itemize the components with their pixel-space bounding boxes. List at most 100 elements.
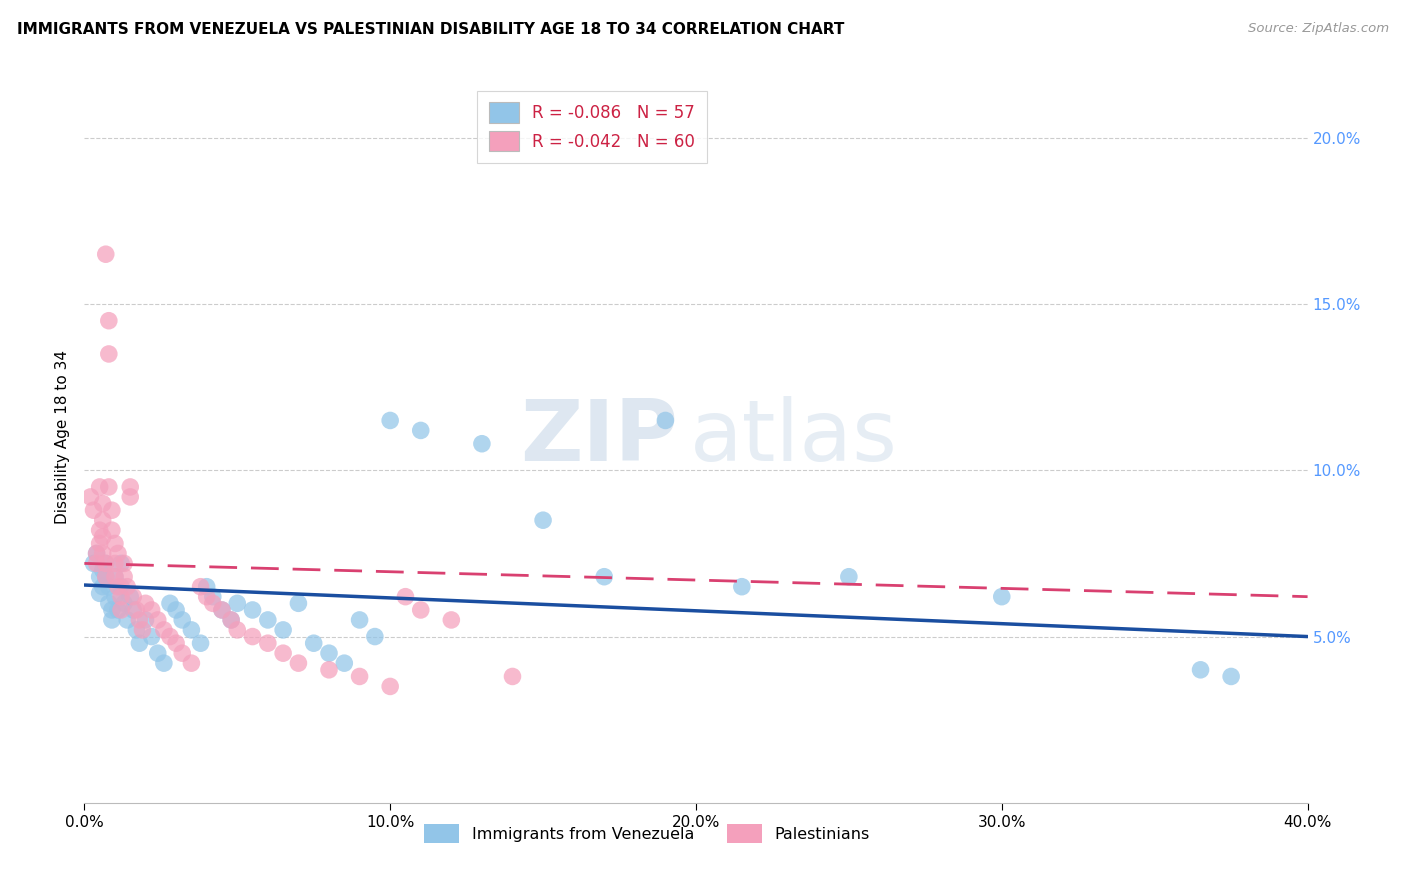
Point [502, 669, 524, 683]
Point [91, 563, 114, 577]
Point [201, 596, 224, 610]
Point [165, 636, 187, 650]
Point [104, 557, 127, 571]
Point [257, 636, 280, 650]
Point [141, 603, 163, 617]
Point [110, 557, 132, 571]
Point [97, 480, 120, 494]
Point [180, 623, 202, 637]
Point [120, 480, 142, 494]
Point [190, 580, 212, 594]
Point [153, 656, 176, 670]
Point [318, 663, 340, 677]
Point [79, 490, 101, 504]
Point [226, 596, 249, 610]
Point [1220, 669, 1243, 683]
Point [731, 580, 754, 594]
Point [380, 413, 402, 427]
Text: Source: ZipAtlas.com: Source: ZipAtlas.com [1249, 22, 1389, 36]
Text: ZIP: ZIP [520, 395, 678, 479]
Point [101, 613, 124, 627]
Point [271, 623, 294, 637]
Point [380, 680, 402, 694]
Point [180, 656, 202, 670]
Point [110, 580, 132, 594]
Point [104, 536, 127, 550]
Point [190, 636, 212, 650]
Point [94, 557, 117, 571]
Point [146, 646, 169, 660]
Point [409, 603, 432, 617]
Point [195, 590, 218, 604]
Point [101, 603, 124, 617]
Point [107, 546, 129, 560]
Point [271, 646, 294, 660]
Point [104, 590, 127, 604]
Point [101, 503, 124, 517]
Point [89, 570, 111, 584]
Point [128, 636, 150, 650]
Point [287, 656, 309, 670]
Point [89, 480, 111, 494]
Point [122, 603, 145, 617]
Point [165, 603, 187, 617]
Point [112, 570, 135, 584]
Point [112, 596, 135, 610]
Point [226, 623, 249, 637]
Text: IMMIGRANTS FROM VENEZUELA VS PALESTINIAN DISABILITY AGE 18 TO 34 CORRELATION CHA: IMMIGRANTS FROM VENEZUELA VS PALESTINIAN… [17, 22, 844, 37]
Point [838, 570, 860, 584]
Point [91, 580, 114, 594]
Point [135, 596, 157, 610]
Point [104, 570, 127, 584]
Point [593, 570, 616, 584]
Point [153, 623, 176, 637]
Point [120, 590, 142, 604]
Point [91, 513, 114, 527]
Point [409, 424, 432, 438]
Point [94, 570, 117, 584]
Point [122, 590, 145, 604]
Point [89, 536, 111, 550]
Point [135, 613, 157, 627]
Point [211, 603, 233, 617]
Point [440, 613, 463, 627]
Point [242, 603, 264, 617]
Point [195, 580, 218, 594]
Point [94, 557, 117, 571]
Point [97, 347, 120, 361]
Point [101, 523, 124, 537]
Point [110, 603, 132, 617]
Point [219, 613, 242, 627]
Point [146, 613, 169, 627]
Point [91, 530, 114, 544]
Point [115, 580, 138, 594]
Point [349, 613, 371, 627]
Point [211, 603, 233, 617]
Point [531, 513, 554, 527]
Point [131, 623, 153, 637]
Point [172, 646, 194, 660]
Point [94, 247, 117, 261]
Point [89, 523, 111, 537]
Point [89, 586, 111, 600]
Point [318, 646, 340, 660]
Point [201, 590, 224, 604]
Point [394, 590, 416, 604]
Point [257, 613, 280, 627]
Point [83, 503, 105, 517]
Text: atlas: atlas [690, 395, 898, 479]
Point [242, 630, 264, 644]
Point [86, 546, 108, 560]
Point [91, 546, 114, 560]
Y-axis label: Disability Age 18 to 34: Disability Age 18 to 34 [55, 350, 70, 524]
Point [159, 630, 181, 644]
Legend: Immigrants from Venezuela, Palestinians: Immigrants from Venezuela, Palestinians [418, 817, 876, 850]
Point [115, 613, 138, 627]
Point [128, 613, 150, 627]
Point [471, 436, 494, 450]
Point [86, 557, 108, 571]
Point [107, 580, 129, 594]
Point [333, 656, 356, 670]
Point [302, 636, 325, 650]
Point [125, 603, 148, 617]
